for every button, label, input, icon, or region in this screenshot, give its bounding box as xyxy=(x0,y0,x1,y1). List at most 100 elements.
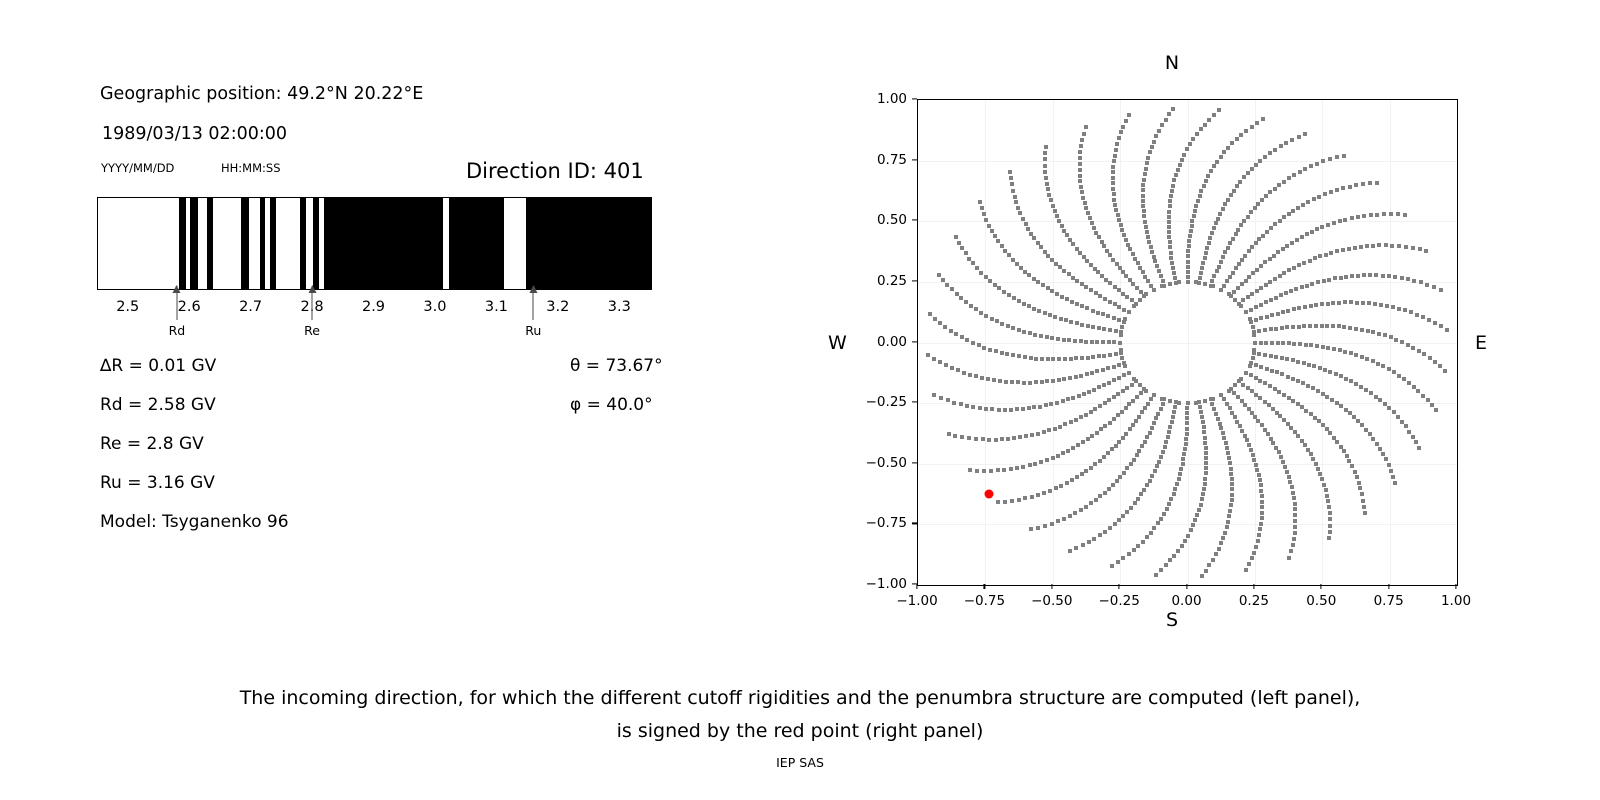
direction-point xyxy=(1250,324,1255,329)
direction-point xyxy=(1363,511,1367,516)
direction-point xyxy=(1127,278,1132,283)
direction-point xyxy=(1117,375,1122,380)
direction-point xyxy=(1359,327,1364,332)
direction-point xyxy=(1368,391,1373,396)
direction-point xyxy=(984,218,989,223)
direction-point xyxy=(1144,388,1149,393)
direction-point xyxy=(1241,298,1246,303)
direction-point xyxy=(1341,449,1346,454)
direction-point xyxy=(1081,131,1086,136)
direction-point xyxy=(1289,549,1294,554)
direction-point xyxy=(1224,525,1229,530)
direction-point xyxy=(992,378,997,383)
direction-point xyxy=(1219,287,1224,292)
direction-point xyxy=(969,303,974,308)
direction-point xyxy=(1396,212,1400,217)
direction-point xyxy=(1268,353,1273,358)
direction-point xyxy=(1184,426,1189,431)
direction-point xyxy=(1016,497,1021,502)
direction-point xyxy=(1115,142,1120,147)
direction-point xyxy=(1159,396,1164,401)
direction-point xyxy=(1169,255,1174,260)
direction-point xyxy=(1084,468,1089,473)
direction-point xyxy=(1082,200,1087,205)
direction-point xyxy=(1038,404,1043,409)
y-tick-label: 1.00 xyxy=(876,91,907,107)
direction-point xyxy=(1365,357,1370,362)
direction-point xyxy=(1079,472,1084,477)
direction-point xyxy=(1235,419,1240,424)
direction-point xyxy=(1325,394,1330,399)
direction-point xyxy=(1253,241,1258,246)
direction-point xyxy=(1425,398,1430,403)
direction-point xyxy=(1092,225,1097,230)
direction-point xyxy=(1344,274,1349,279)
direction-point xyxy=(1189,223,1194,228)
direction-point xyxy=(1177,162,1182,167)
direction-point xyxy=(1263,282,1268,287)
direction-point xyxy=(1268,297,1273,302)
direction-point xyxy=(1199,270,1204,275)
direction-point xyxy=(1331,301,1336,306)
direction-point xyxy=(1252,348,1257,353)
direction-point xyxy=(1116,392,1121,397)
direction-point xyxy=(1239,398,1244,403)
direction-point xyxy=(1118,130,1123,135)
direction-point xyxy=(1058,424,1063,429)
direction-point xyxy=(1094,430,1099,435)
direction-point xyxy=(1327,277,1332,282)
direction-point xyxy=(1394,337,1399,342)
direction-point xyxy=(967,468,972,473)
direction-point xyxy=(1183,446,1188,451)
direction-point xyxy=(1039,460,1044,465)
direction-point xyxy=(1354,183,1359,188)
direction-point xyxy=(1185,274,1190,279)
direction-point xyxy=(1122,361,1127,366)
direction-point xyxy=(1237,301,1242,306)
direction-point xyxy=(1245,214,1250,219)
direction-point xyxy=(1334,249,1339,254)
direction-point xyxy=(1144,292,1149,297)
y-tick-mark xyxy=(912,280,917,282)
direction-point xyxy=(1203,445,1208,450)
direction-point xyxy=(1241,382,1246,387)
x-tick-label: −0.50 xyxy=(1031,593,1073,609)
direction-point xyxy=(1155,464,1160,469)
direction-point xyxy=(1371,330,1376,335)
direction-point xyxy=(1034,356,1039,361)
direction-point xyxy=(1219,541,1224,546)
direction-point xyxy=(1375,361,1380,366)
direction-point xyxy=(1157,459,1162,464)
direction-point xyxy=(1140,444,1145,449)
direction-point xyxy=(1371,243,1376,248)
direction-point xyxy=(1361,182,1366,187)
direction-point xyxy=(926,353,931,358)
direction-point xyxy=(1412,278,1417,283)
direction-point xyxy=(1006,253,1011,258)
direction-point xyxy=(1198,275,1203,280)
direction-point xyxy=(1115,560,1120,565)
direction-point xyxy=(1417,247,1422,252)
direction-point xyxy=(1393,480,1398,485)
y-tick-label: −0.25 xyxy=(865,394,907,411)
direction-point xyxy=(1386,462,1391,467)
direction-point xyxy=(1131,282,1136,287)
gridline xyxy=(918,221,1457,223)
direction-point xyxy=(1281,310,1286,315)
param-rd: Rd = 2.58 GV xyxy=(100,395,216,415)
direction-point xyxy=(1291,208,1296,213)
direction-point xyxy=(1287,555,1292,560)
direction-point xyxy=(1117,305,1122,310)
direction-point xyxy=(1407,429,1412,434)
direction-point xyxy=(1241,175,1246,180)
direction-point xyxy=(1126,112,1131,117)
direction-point xyxy=(1077,167,1082,172)
selected-direction-point[interactable] xyxy=(984,489,994,499)
direction-point xyxy=(1179,543,1184,548)
direction-point xyxy=(1124,274,1129,279)
direction-point xyxy=(1244,128,1249,133)
direction-point xyxy=(1045,286,1050,291)
direction-point xyxy=(1078,339,1083,344)
direction-point xyxy=(1323,367,1328,372)
direction-point xyxy=(960,435,965,440)
